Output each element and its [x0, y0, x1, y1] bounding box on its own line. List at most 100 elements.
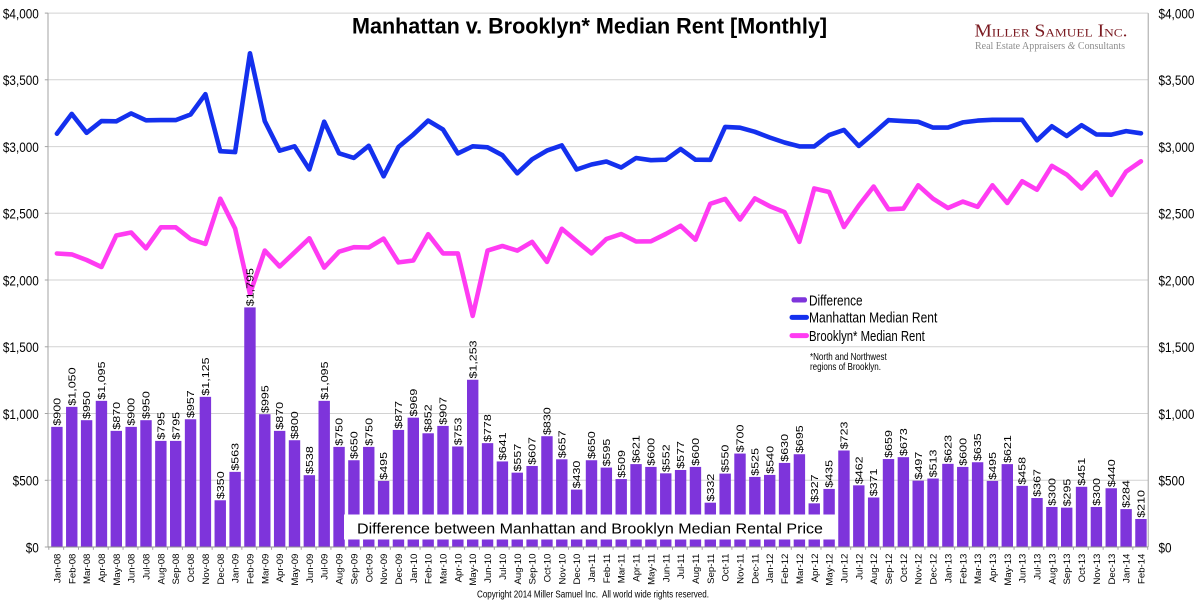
svg-text:May-11: May-11 [646, 554, 657, 585]
svg-text:$852: $852 [424, 404, 434, 432]
svg-text:Sep-12: Sep-12 [884, 554, 895, 585]
svg-text:$538: $538 [305, 446, 315, 474]
svg-text:Nov-13: Nov-13 [1092, 554, 1103, 585]
svg-text:$0: $0 [26, 539, 39, 555]
svg-text:$497: $497 [914, 452, 924, 480]
svg-text:$327: $327 [810, 474, 820, 502]
svg-text:Apr-13: Apr-13 [988, 554, 999, 583]
svg-text:Feb-11: Feb-11 [602, 554, 613, 584]
svg-text:$870: $870 [112, 402, 122, 430]
svg-text:$969: $969 [409, 389, 419, 417]
svg-text:Aug-12: Aug-12 [869, 554, 880, 585]
svg-text:$557: $557 [513, 444, 523, 472]
svg-text:$795: $795 [171, 412, 181, 440]
svg-text:Manhattan Median Rent: Manhattan Median Rent [809, 310, 938, 327]
svg-text:Real Estate Appraisers & Consu: Real Estate Appraisers & Consultants [975, 41, 1125, 52]
svg-text:$957: $957 [186, 390, 196, 418]
svg-text:Sep-11: Sep-11 [706, 554, 717, 584]
svg-text:$700: $700 [736, 425, 746, 453]
svg-text:Sep-10: Sep-10 [528, 554, 539, 585]
svg-text:Jan-09: Jan-09 [231, 554, 242, 583]
svg-text:$595: $595 [602, 439, 612, 467]
svg-text:$210: $210 [1137, 490, 1147, 518]
svg-text:$1,500: $1,500 [1159, 339, 1195, 355]
svg-text:$650: $650 [587, 431, 597, 459]
svg-text:$367: $367 [1033, 469, 1043, 497]
svg-text:$1,095: $1,095 [97, 361, 107, 399]
svg-text:Aug-13: Aug-13 [1047, 554, 1058, 585]
svg-text:Mar-12: Mar-12 [795, 554, 806, 584]
svg-text:$995: $995 [261, 385, 271, 413]
svg-text:$540: $540 [765, 446, 775, 474]
svg-text:Jun-09: Jun-09 [305, 554, 316, 583]
svg-text:$4,000: $4,000 [1159, 5, 1195, 21]
svg-text:Jun-10: Jun-10 [483, 554, 494, 583]
svg-text:$509: $509 [617, 450, 627, 478]
svg-text:$462: $462 [855, 456, 865, 484]
svg-text:$600: $600 [958, 438, 968, 466]
svg-text:$623: $623 [944, 435, 954, 463]
svg-text:Jan-10: Jan-10 [409, 554, 420, 583]
svg-text:$500: $500 [13, 473, 39, 489]
svg-text:$630: $630 [780, 434, 790, 462]
svg-text:Mar-11: Mar-11 [617, 554, 628, 584]
svg-text:Apr-10: Apr-10 [453, 554, 464, 583]
svg-text:$513: $513 [929, 450, 939, 478]
svg-text:Jun-11: Jun-11 [661, 554, 672, 583]
svg-text:$495: $495 [379, 452, 389, 480]
svg-text:Jun-13: Jun-13 [1018, 554, 1029, 583]
svg-text:$552: $552 [661, 444, 671, 472]
svg-text:Apr-12: Apr-12 [810, 554, 821, 583]
svg-text:$284: $284 [1122, 480, 1132, 508]
svg-text:$621: $621 [632, 435, 642, 463]
svg-text:Aug-08: Aug-08 [156, 554, 167, 585]
svg-text:$332: $332 [706, 474, 716, 502]
svg-text:$525: $525 [751, 448, 761, 476]
svg-text:May-08: May-08 [112, 554, 123, 586]
svg-text:Jul-08: Jul-08 [142, 554, 153, 580]
svg-text:May-13: May-13 [1003, 554, 1014, 586]
svg-text:$3,500: $3,500 [3, 72, 39, 88]
svg-text:$300: $300 [1092, 478, 1102, 506]
svg-text:$371: $371 [869, 469, 879, 497]
svg-text:$950: $950 [82, 391, 92, 419]
svg-text:$495: $495 [988, 452, 998, 480]
svg-text:Feb-13: Feb-13 [958, 554, 969, 584]
svg-text:Oct-12: Oct-12 [899, 554, 910, 583]
svg-text:Jul-11: Jul-11 [676, 554, 687, 579]
svg-text:Mar-10: Mar-10 [439, 554, 450, 584]
svg-text:$800: $800 [290, 411, 300, 439]
svg-text:$500: $500 [1159, 473, 1185, 489]
svg-text:$870: $870 [275, 402, 285, 430]
svg-text:$650: $650 [350, 431, 360, 459]
svg-text:$695: $695 [795, 425, 805, 453]
svg-text:$795: $795 [157, 412, 167, 440]
svg-text:May-10: May-10 [468, 554, 479, 586]
svg-text:Jan-13: Jan-13 [943, 554, 954, 583]
svg-text:$3,000: $3,000 [1159, 139, 1195, 155]
svg-text:Nov-08: Nov-08 [201, 554, 212, 585]
svg-text:$1,050: $1,050 [67, 367, 77, 405]
svg-text:$950: $950 [142, 391, 152, 419]
svg-text:$1,000: $1,000 [3, 406, 39, 422]
svg-text:$877: $877 [394, 401, 404, 429]
svg-text:Jul-09: Jul-09 [320, 554, 331, 580]
svg-text:$600: $600 [647, 438, 657, 466]
svg-text:Dec-12: Dec-12 [929, 554, 940, 585]
svg-text:$635: $635 [973, 433, 983, 461]
svg-text:Nov-10: Nov-10 [557, 554, 568, 585]
svg-text:Sep-09: Sep-09 [349, 554, 360, 585]
svg-text:$1,000: $1,000 [1159, 406, 1195, 422]
svg-text:$4,000: $4,000 [3, 5, 39, 21]
svg-text:Oct-09: Oct-09 [364, 554, 375, 583]
svg-text:Manhattan v. Brooklyn* Median: Manhattan v. Brooklyn* Median Rent [Mont… [352, 13, 827, 38]
svg-text:$641: $641 [498, 432, 508, 460]
svg-text:May-09: May-09 [290, 554, 301, 586]
svg-text:Nov-12: Nov-12 [914, 554, 925, 585]
svg-text:$350: $350 [216, 471, 226, 499]
svg-text:Jul-13: Jul-13 [1033, 554, 1044, 580]
svg-text:Sep-08: Sep-08 [171, 554, 182, 585]
svg-text:Brooklyn* Median Rent: Brooklyn* Median Rent [809, 328, 925, 345]
svg-text:$300: $300 [1048, 478, 1058, 506]
svg-text:Jan-11: Jan-11 [587, 554, 598, 583]
